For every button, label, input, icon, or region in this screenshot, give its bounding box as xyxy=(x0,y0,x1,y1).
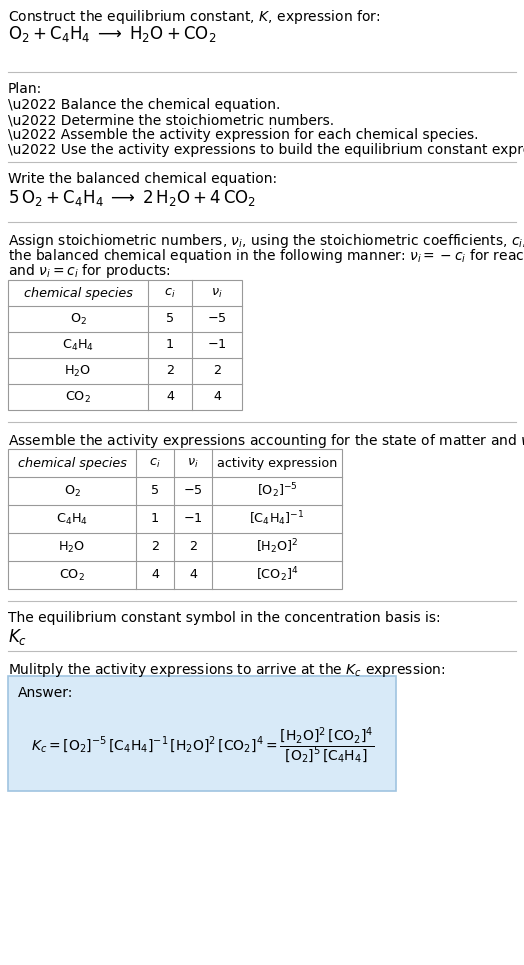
Text: $\mathrm{C_4H_4}$: $\mathrm{C_4H_4}$ xyxy=(56,511,88,527)
Text: $c_i$: $c_i$ xyxy=(149,456,161,470)
Text: chemical species: chemical species xyxy=(18,456,126,470)
Text: $K_c$: $K_c$ xyxy=(8,627,27,647)
Text: $\mathrm{O_2}$: $\mathrm{O_2}$ xyxy=(70,312,86,326)
Text: Mulitply the activity expressions to arrive at the $K_c$ expression:: Mulitply the activity expressions to arr… xyxy=(8,661,445,679)
Text: activity expression: activity expression xyxy=(217,456,337,470)
Text: $\mathrm{5\,O_2 + C_4H_4 \;\longrightarrow\; 2\,H_2O + 4\,CO_2}$: $\mathrm{5\,O_2 + C_4H_4 \;\longrightarr… xyxy=(8,188,256,208)
Text: $\mathrm{H_2O}$: $\mathrm{H_2O}$ xyxy=(59,539,85,555)
Text: $-1$: $-1$ xyxy=(183,512,203,526)
Text: Answer:: Answer: xyxy=(18,686,73,700)
Text: $\mathrm{H_2O}$: $\mathrm{H_2O}$ xyxy=(64,364,92,378)
FancyBboxPatch shape xyxy=(8,676,396,791)
Text: Assign stoichiometric numbers, $\nu_i$, using the stoichiometric coefficients, $: Assign stoichiometric numbers, $\nu_i$, … xyxy=(8,232,524,250)
Text: $[\mathrm{H_2O}]^{2}$: $[\mathrm{H_2O}]^{2}$ xyxy=(256,538,298,557)
Text: chemical species: chemical species xyxy=(24,287,133,299)
Bar xyxy=(8,280,242,410)
Text: the balanced chemical equation in the following manner: $\nu_i = -c_i$ for react: the balanced chemical equation in the fo… xyxy=(8,247,524,265)
Text: Construct the equilibrium constant, $K$, expression for:: Construct the equilibrium constant, $K$,… xyxy=(8,8,380,26)
Text: $[\mathrm{O_2}]^{-5}$: $[\mathrm{O_2}]^{-5}$ xyxy=(257,482,297,500)
Text: $\mathrm{CO_2}$: $\mathrm{CO_2}$ xyxy=(59,567,85,583)
Text: 1: 1 xyxy=(166,339,174,351)
Text: 2: 2 xyxy=(189,540,197,554)
Text: 4: 4 xyxy=(213,391,221,403)
Text: $\nu_i$: $\nu_i$ xyxy=(187,456,199,470)
Text: $\mathrm{CO_2}$: $\mathrm{CO_2}$ xyxy=(65,390,91,404)
Text: \u2022 Balance the chemical equation.: \u2022 Balance the chemical equation. xyxy=(8,98,280,112)
Text: $[\mathrm{CO_2}]^{4}$: $[\mathrm{CO_2}]^{4}$ xyxy=(256,565,298,585)
Text: 4: 4 xyxy=(151,568,159,582)
Text: $-5$: $-5$ xyxy=(183,484,203,498)
Text: $\mathrm{O_2}$: $\mathrm{O_2}$ xyxy=(63,483,81,499)
Text: 5: 5 xyxy=(151,484,159,498)
Text: and $\nu_i = c_i$ for products:: and $\nu_i = c_i$ for products: xyxy=(8,262,171,280)
Text: 4: 4 xyxy=(189,568,197,582)
Text: 2: 2 xyxy=(166,365,174,377)
Text: 1: 1 xyxy=(151,512,159,526)
Text: 5: 5 xyxy=(166,313,174,325)
Text: $\mathrm{C_4H_4}$: $\mathrm{C_4H_4}$ xyxy=(62,338,94,352)
Text: \u2022 Determine the stoichiometric numbers.: \u2022 Determine the stoichiometric numb… xyxy=(8,113,334,127)
Text: 4: 4 xyxy=(166,391,174,403)
Text: $c_i$: $c_i$ xyxy=(164,287,176,299)
Text: $K_c = [\mathrm{O_2}]^{-5}\,[\mathrm{C_4H_4}]^{-1}\,[\mathrm{H_2O}]^{2}\,[\mathr: $K_c = [\mathrm{O_2}]^{-5}\,[\mathrm{C_4… xyxy=(31,726,375,765)
Text: The equilibrium constant symbol in the concentration basis is:: The equilibrium constant symbol in the c… xyxy=(8,611,441,625)
Text: $\nu_i$: $\nu_i$ xyxy=(211,287,223,299)
Text: \u2022 Assemble the activity expression for each chemical species.: \u2022 Assemble the activity expression … xyxy=(8,128,478,142)
Bar xyxy=(8,449,342,589)
Text: 2: 2 xyxy=(151,540,159,554)
Text: Write the balanced chemical equation:: Write the balanced chemical equation: xyxy=(8,172,277,186)
Text: $-1$: $-1$ xyxy=(207,339,227,351)
Text: $-5$: $-5$ xyxy=(207,313,227,325)
Text: Assemble the activity expressions accounting for the state of matter and $\nu_i$: Assemble the activity expressions accoun… xyxy=(8,432,524,450)
Text: 2: 2 xyxy=(213,365,221,377)
Text: \u2022 Use the activity expressions to build the equilibrium constant expression: \u2022 Use the activity expressions to b… xyxy=(8,143,524,157)
Bar xyxy=(8,280,242,410)
Text: Plan:: Plan: xyxy=(8,82,42,96)
Bar xyxy=(8,449,342,589)
Text: $[\mathrm{C_4H_4}]^{-1}$: $[\mathrm{C_4H_4}]^{-1}$ xyxy=(249,510,304,529)
Text: $\mathrm{O_2 + C_4H_4 \;\longrightarrow\; H_2O + CO_2}$: $\mathrm{O_2 + C_4H_4 \;\longrightarrow\… xyxy=(8,24,216,44)
